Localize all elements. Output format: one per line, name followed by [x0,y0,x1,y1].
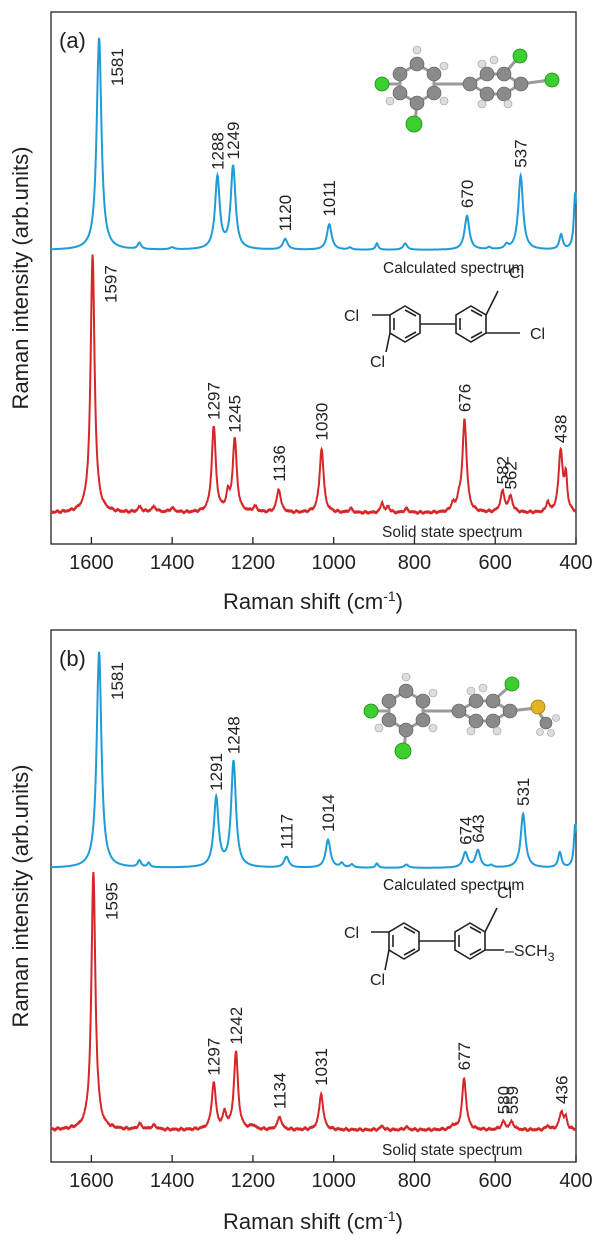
x-tick-label: 400 [559,1170,592,1192]
x-tick-label: 1200 [231,552,276,574]
svg-text:Cl: Cl [370,354,385,371]
x-axis-title-b: Raman shift (cm-1) [223,1208,403,1234]
solid-peak-label: 1242 [227,1007,246,1045]
molecule-3d-model-a [374,45,560,133]
calculated-line-b [51,651,577,869]
solid-spectrum-title-a: Solid state spectrum [382,524,522,541]
calculated-peak-label: 1011 [320,180,339,217]
plot-frame-b [50,629,577,1163]
solid-peak-label: 438 [552,415,571,443]
calculated-peak-label: 531 [514,778,533,806]
solid-peak-label: 1030 [313,403,332,441]
calculated-peak-label: 1014 [319,794,338,832]
x-tick-label: 600 [479,1170,512,1192]
calculated-peak-label: 1249 [224,121,243,159]
structure-formula-a: Cl Cl Cl Cl [344,265,545,371]
solid-peak-label: 436 [552,1076,571,1104]
x-tick-label: 600 [479,552,512,574]
panel-label-a: (a) [59,28,86,53]
solid-peak-label: 1297 [205,382,224,420]
solid-peak-label: 677 [455,1042,474,1070]
calculated-peak-label: 537 [512,139,531,167]
solid-peak-label: 1134 [271,1073,290,1110]
x-tick-label: 1000 [311,552,356,574]
solid-peak-label: 1595 [102,882,121,920]
calculated-peak-label: 1581 [108,662,127,700]
solid-peak-label: 559 [503,1086,522,1114]
x-axis-title-a: Raman shift (cm-1) [223,588,403,614]
x-tick-label: 800 [398,1170,431,1192]
x-tick-label: 400 [559,552,592,574]
x-tick-label: 1600 [69,552,114,574]
solid-peak-label: 562 [502,461,521,489]
svg-text:Cl: Cl [344,308,359,325]
solid-line-b [50,871,577,1133]
calculated-spectrum-title-b: Calculated spectrum [383,877,524,894]
y-axis-title-b: Raman intensity (arb.units) [8,765,33,1028]
solid-line-a [50,254,577,516]
calculated-peak-label: 1248 [225,716,244,754]
structure-formula-b: Cl Cl Cl –SCH3 [344,885,555,989]
calculated-peak-label: 1581 [108,48,127,86]
panel-label-b: (b) [59,646,86,671]
x-axis-ticks-b: 1600 1400 1200 1000 800 600 400 [69,1155,593,1192]
svg-text:Cl: Cl [497,885,512,902]
x-tick-label: 1400 [150,1170,195,1192]
x-tick-label: 1200 [231,1170,276,1192]
solid-spectrum-title-b: Solid state spectrum [382,1142,522,1159]
svg-text:Cl: Cl [344,925,359,942]
solid-peak-label: 1597 [102,265,121,303]
svg-text:Cl: Cl [509,265,524,282]
plot-frame-a [50,11,577,545]
calculated-peak-label: 1117 [277,814,296,849]
svg-text:–SCH3: –SCH3 [505,943,555,964]
x-tick-label: 1600 [69,1170,114,1192]
svg-text:Cl: Cl [370,972,385,989]
x-tick-label: 1400 [150,552,195,574]
molecule-3d-model-b [363,672,560,760]
solid-peak-label: 582 [494,456,513,484]
y-axis-title-a: Raman intensity (arb.units) [8,147,33,410]
calculated-peak-label: 1288 [208,132,227,170]
solid-peak-label: 676 [456,384,475,412]
calculated-peak-label: 1291 [207,753,226,791]
calculated-line-a [51,37,577,251]
calculated-spectrum-title-a: Calculated spectrum [383,260,524,277]
calculated-peak-label: 643 [469,814,488,842]
solid-peak-label: 1297 [205,1038,224,1076]
solid-peak-label: 1136 [270,445,289,482]
svg-text:Cl: Cl [530,326,545,343]
solid-peak-label: 1245 [226,395,245,433]
solid-peak-label: 580 [494,1086,513,1114]
x-tick-label: 800 [398,552,431,574]
solid-peak-label: 1031 [312,1048,331,1086]
calculated-peak-label: 670 [458,180,477,208]
x-tick-label: 1000 [311,1170,356,1192]
x-axis-ticks-a: 1600 1400 1200 1000 800 600 400 [69,537,593,574]
calculated-peak-label: 674 [456,817,475,845]
calculated-peak-label: 1120 [276,195,295,232]
